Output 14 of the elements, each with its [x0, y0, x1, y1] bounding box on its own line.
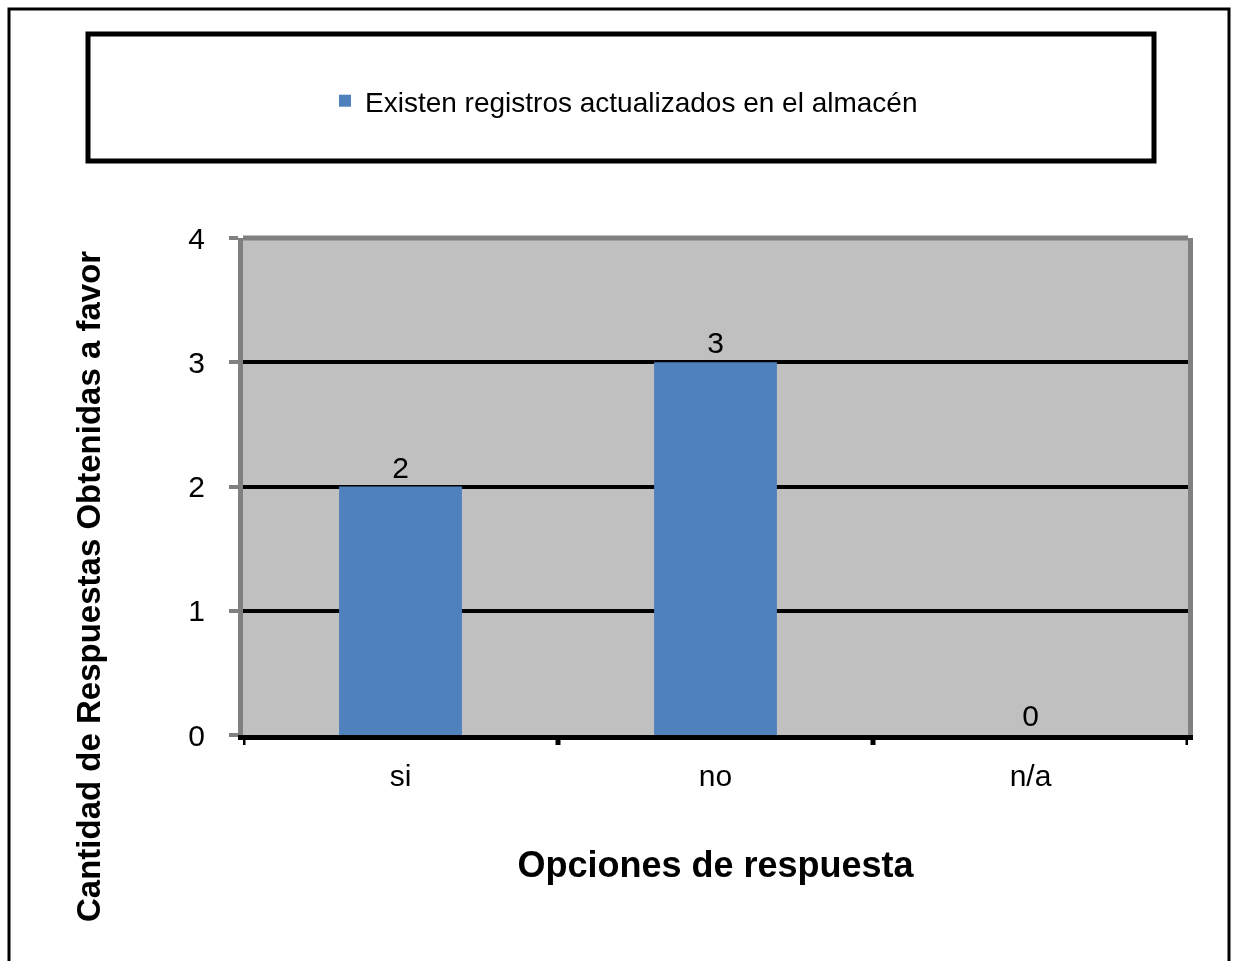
- legend-label: Existen registros actualizados en el almacén: [365, 86, 918, 118]
- y-tick-label: 1: [188, 594, 205, 628]
- data-label: 0: [1022, 699, 1039, 732]
- x-tick-label: si: [389, 759, 412, 792]
- y-tick-label: 4: [188, 221, 205, 255]
- y-tick-label: 2: [188, 470, 205, 503]
- data-label: 2: [392, 450, 409, 484]
- x-tick-label: no: [698, 759, 733, 792]
- y-axis-title: Cantidad de Respuestas Obtenidas a favor: [70, 250, 107, 922]
- data-label: 3: [707, 326, 724, 360]
- x-axis-title: Opciones de respuesta: [517, 843, 915, 885]
- y-tick-label: 3: [188, 345, 205, 379]
- x-tick-label: n/a: [1009, 759, 1052, 792]
- y-tick-label: 0: [188, 718, 205, 752]
